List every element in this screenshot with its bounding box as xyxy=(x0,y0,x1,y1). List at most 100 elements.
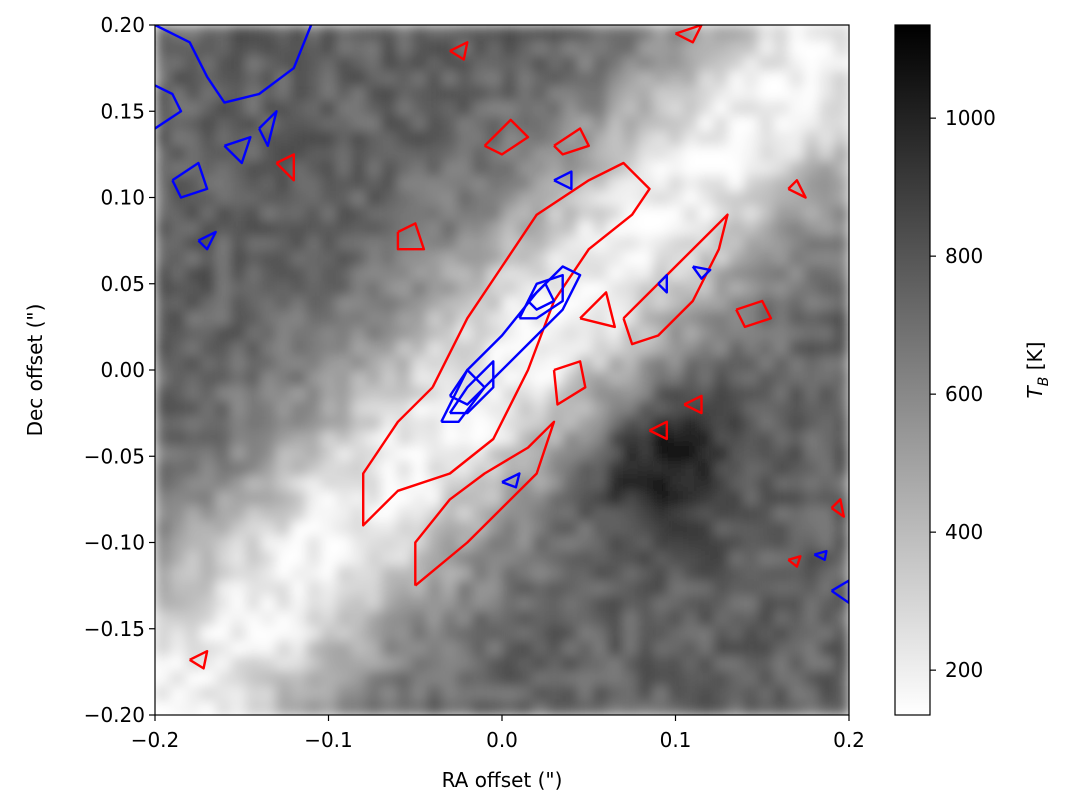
heatmap-cell xyxy=(683,370,700,386)
heatmap-cell xyxy=(245,205,262,221)
heatmap-cell xyxy=(366,55,383,71)
heatmap-cell xyxy=(305,355,322,371)
heatmap-cell xyxy=(758,460,775,476)
heatmap-cell xyxy=(381,145,398,161)
heatmap-cell xyxy=(441,130,458,146)
heatmap-cell xyxy=(532,265,549,281)
heatmap-cell xyxy=(426,310,443,326)
heatmap-cell xyxy=(155,70,172,86)
heatmap-cell xyxy=(411,55,428,71)
heatmap-cell xyxy=(290,295,307,311)
heatmap-cell xyxy=(351,145,368,161)
heatmap-cell xyxy=(713,520,730,536)
heatmap-cell xyxy=(260,250,277,266)
heatmap-cell xyxy=(381,400,398,416)
heatmap-cell xyxy=(381,85,398,101)
heatmap-cell xyxy=(517,685,534,701)
heatmap-cell xyxy=(773,280,790,296)
heatmap-cell xyxy=(683,175,700,191)
heatmap-cell xyxy=(456,130,473,146)
heatmap-cell xyxy=(758,220,775,236)
heatmap-cell xyxy=(200,490,217,506)
heatmap-cell xyxy=(336,550,353,566)
red-contour xyxy=(414,420,556,587)
heatmap-cell xyxy=(245,670,262,686)
heatmap-cell xyxy=(833,625,849,641)
heatmap-cell xyxy=(713,460,730,476)
heatmap-cell xyxy=(351,85,368,101)
heatmap-cell xyxy=(743,100,760,116)
heatmap-cell xyxy=(698,640,715,656)
heatmap-cell xyxy=(803,460,820,476)
heatmap-cell xyxy=(260,385,277,401)
heatmap-cell xyxy=(290,490,307,506)
heatmap-cell xyxy=(320,70,338,86)
heatmap-cell xyxy=(652,25,669,41)
heatmap-cell xyxy=(456,490,473,506)
heatmap-cell xyxy=(667,205,685,221)
heatmap-cell xyxy=(713,145,730,161)
heatmap-cell xyxy=(215,265,232,281)
heatmap-cell xyxy=(833,40,849,56)
heatmap-cell xyxy=(456,415,473,431)
heatmap-cell xyxy=(305,565,322,581)
x-tick-label: 0.1 xyxy=(660,728,692,752)
heatmap-cell xyxy=(577,430,594,446)
heatmap-cell xyxy=(245,220,262,236)
heatmap-cell xyxy=(773,55,790,71)
heatmap-cell xyxy=(441,670,458,686)
heatmap-cell xyxy=(773,640,790,656)
heatmap-cell xyxy=(562,610,579,626)
heatmap-cell xyxy=(275,25,292,41)
heatmap-cell xyxy=(471,70,488,86)
heatmap-cell xyxy=(170,580,187,596)
heatmap-cell xyxy=(803,400,820,416)
heatmap-cell xyxy=(155,55,172,71)
heatmap-cell xyxy=(185,610,202,626)
heatmap-cell xyxy=(351,670,368,686)
heatmap-cell xyxy=(200,100,217,116)
heatmap-cell xyxy=(275,580,292,596)
heatmap-cell xyxy=(320,655,338,671)
heatmap-cell xyxy=(592,235,609,251)
heatmap-cell xyxy=(788,340,805,356)
heatmap-cell xyxy=(200,475,217,491)
heatmap-cell xyxy=(637,580,654,596)
heatmap-cell xyxy=(743,25,760,41)
heatmap-cell xyxy=(245,355,262,371)
heatmap-cell xyxy=(562,490,579,506)
heatmap-cell xyxy=(230,355,247,371)
heatmap-cell xyxy=(215,40,232,56)
heatmap-cell xyxy=(698,205,715,221)
heatmap-cell xyxy=(336,130,353,146)
heatmap-cell xyxy=(426,250,443,266)
heatmap-cell xyxy=(637,625,654,641)
heatmap-cell xyxy=(698,85,715,101)
heatmap-cell xyxy=(275,160,292,176)
heatmap-cell xyxy=(336,385,353,401)
heatmap-cell xyxy=(155,430,172,446)
heatmap-cell xyxy=(818,595,835,611)
heatmap-cell xyxy=(562,55,579,71)
heatmap-cell xyxy=(305,685,322,701)
heatmap-cell xyxy=(366,280,383,296)
heatmap-cell xyxy=(351,505,368,521)
heatmap-cell xyxy=(652,700,669,715)
heatmap-cell xyxy=(517,100,534,116)
heatmap-cell xyxy=(833,130,849,146)
heatmap-cell xyxy=(532,415,549,431)
heatmap-cell xyxy=(517,490,534,506)
heatmap-cell xyxy=(667,565,685,581)
heatmap-cell xyxy=(622,115,639,131)
heatmap-cell xyxy=(426,295,443,311)
red-contour xyxy=(683,394,703,415)
heatmap-cell xyxy=(155,565,172,581)
heatmap-cell xyxy=(215,670,232,686)
heatmap-cell xyxy=(683,385,700,401)
heatmap-cell xyxy=(547,580,564,596)
heatmap-cell xyxy=(622,700,639,715)
heatmap-cell xyxy=(532,610,549,626)
heatmap-cell xyxy=(381,100,398,116)
heatmap-cell xyxy=(456,640,473,656)
heatmap-cell xyxy=(773,310,790,326)
